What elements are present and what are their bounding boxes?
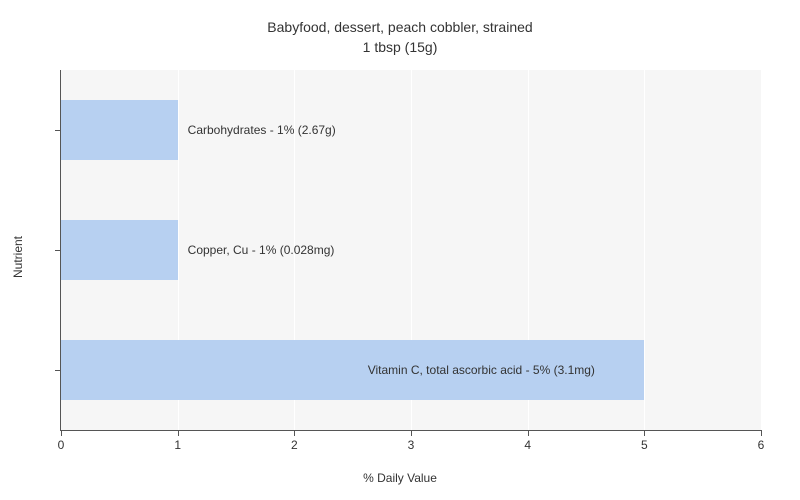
bar-label: Copper, Cu - 1% (0.028mg) (188, 243, 335, 257)
x-tick (294, 430, 295, 436)
x-tick (178, 430, 179, 436)
x-tick (61, 430, 62, 436)
x-tick (761, 430, 762, 436)
x-tick-label: 6 (758, 438, 765, 452)
chart-container: Babyfood, dessert, peach cobbler, strain… (0, 0, 800, 500)
bar-label: Vitamin C, total ascorbic acid - 5% (3.1… (368, 363, 595, 377)
title-line-2: 1 tbsp (15g) (363, 39, 438, 55)
gridline (761, 70, 762, 430)
x-tick-label: 0 (58, 438, 65, 452)
x-tick (411, 430, 412, 436)
y-axis-label: Nutrient (11, 236, 25, 278)
bar (61, 100, 178, 160)
y-tick (55, 370, 61, 371)
title-line-1: Babyfood, dessert, peach cobbler, strain… (267, 19, 532, 35)
x-tick (528, 430, 529, 436)
x-tick-label: 3 (408, 438, 415, 452)
y-tick (55, 130, 61, 131)
plot-area: 0123456Carbohydrates - 1% (2.67g)Copper,… (60, 70, 761, 431)
y-tick (55, 250, 61, 251)
bar (61, 220, 178, 280)
bar-label: Carbohydrates - 1% (2.67g) (188, 123, 336, 137)
gridline (644, 70, 645, 430)
x-tick-label: 2 (291, 438, 298, 452)
x-tick (644, 430, 645, 436)
x-tick-label: 4 (524, 438, 531, 452)
x-axis-label: % Daily Value (363, 471, 437, 485)
x-tick-label: 5 (641, 438, 648, 452)
x-tick-label: 1 (174, 438, 181, 452)
chart-title: Babyfood, dessert, peach cobbler, strain… (0, 0, 800, 57)
